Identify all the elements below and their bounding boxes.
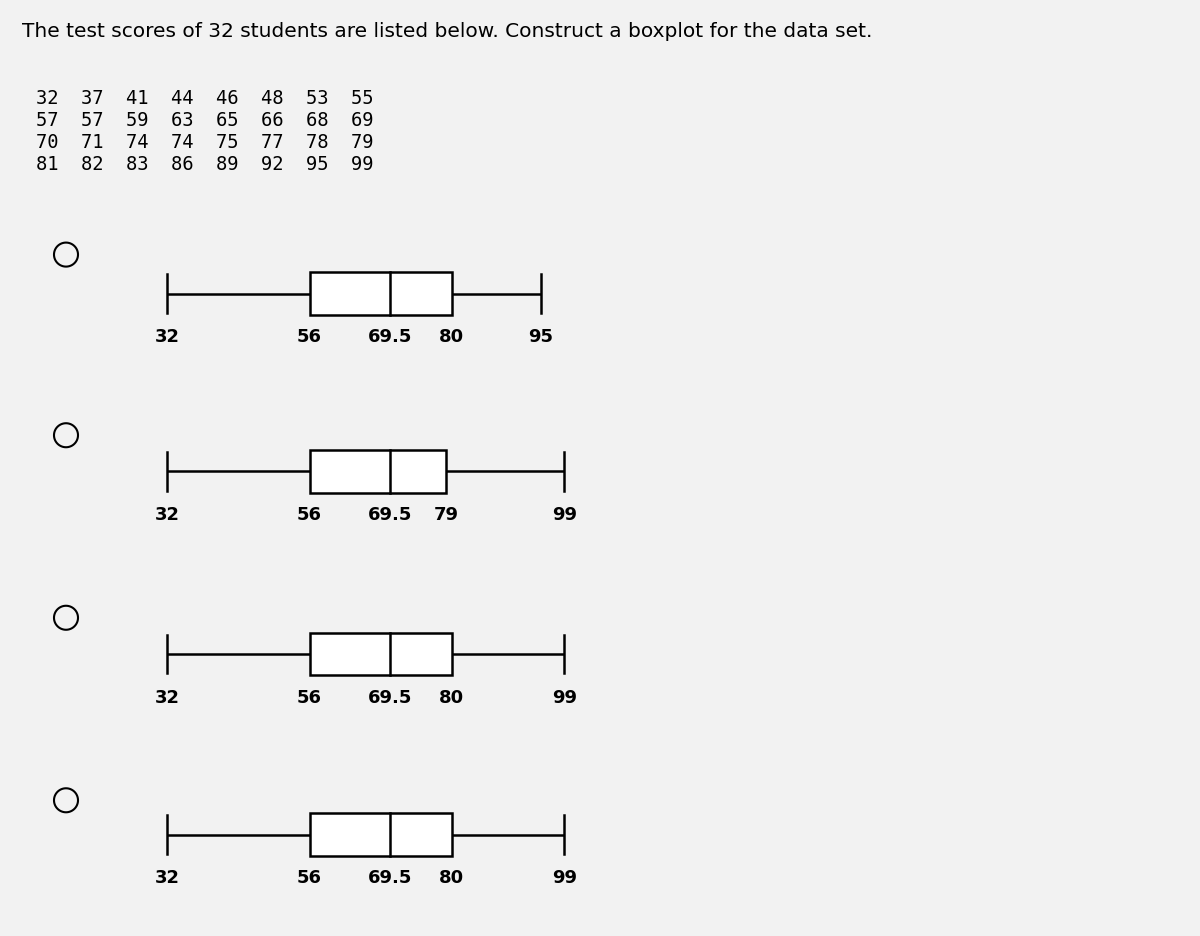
Bar [310, 450, 446, 492]
Text: 80: 80 [439, 689, 464, 707]
Text: 99: 99 [552, 870, 577, 887]
Text: 69.5: 69.5 [367, 689, 412, 707]
Text: The test scores of 32 students are listed below. Construct a boxplot for the dat: The test scores of 32 students are liste… [22, 22, 872, 41]
Bar [310, 813, 452, 856]
Text: 69.5: 69.5 [367, 329, 412, 346]
Text: 99: 99 [552, 689, 577, 707]
Text: 32: 32 [155, 506, 180, 524]
Text: 79: 79 [433, 506, 458, 524]
Bar [310, 272, 452, 314]
Text: 32: 32 [155, 329, 180, 346]
Text: 56: 56 [298, 689, 322, 707]
Text: 32: 32 [155, 870, 180, 887]
Text: 32  37  41  44  46  48  53  55
57  57  59  63  65  66  68  69
70  71  74  74  75: 32 37 41 44 46 48 53 55 57 57 59 63 65 6… [36, 89, 373, 174]
Text: 80: 80 [439, 329, 464, 346]
Text: 99: 99 [552, 506, 577, 524]
Text: 80: 80 [439, 870, 464, 887]
Text: 95: 95 [528, 329, 553, 346]
Text: 69.5: 69.5 [367, 506, 412, 524]
Text: 56: 56 [298, 506, 322, 524]
Text: 69.5: 69.5 [367, 870, 412, 887]
Text: 56: 56 [298, 870, 322, 887]
Text: 32: 32 [155, 689, 180, 707]
Text: 56: 56 [298, 329, 322, 346]
Bar [310, 633, 452, 676]
